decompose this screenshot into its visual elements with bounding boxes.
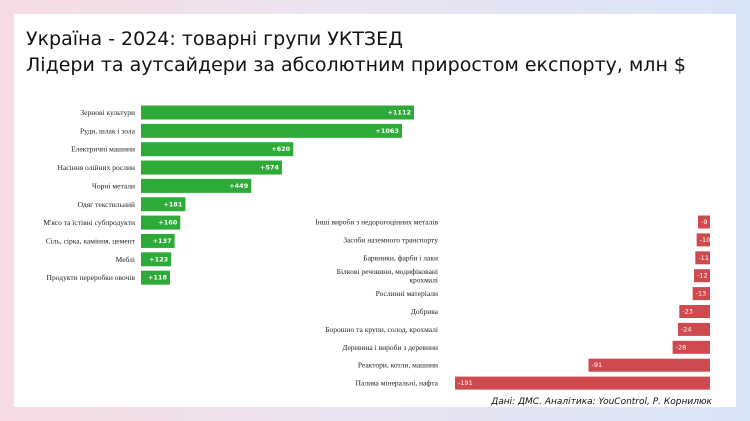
negative-value-label: -191 [458,379,473,387]
positive-value-label: +160 [158,219,177,227]
positive-bar [141,142,294,157]
positive-value-label: +118 [148,274,167,282]
negative-value-label: -11 [698,254,709,262]
source-note: Дані: ДМС. Аналітика: YouControl, Р. Кор… [491,397,712,407]
chart-card [14,14,736,407]
negative-bar [692,287,710,301]
negative-category-label: Добрива [411,307,439,316]
positive-bar [141,233,175,248]
negative-value-label: -9 [701,218,707,226]
negative-category-label: Білкові речовини, модифіковані крохмалі [337,267,438,285]
title-line-2: Лідери та аутсайдери за абсолютним приро… [26,54,686,76]
negative-bar [672,340,710,354]
positive-value-label: +620 [271,145,290,153]
negative-category-label: Засоби наземного транспорту [343,235,438,244]
positive-category-label: Електричні машини [71,145,135,154]
negative-bar [693,269,710,283]
negative-value-label: -12 [697,272,708,280]
positive-category-label: М'ясо та їстівні субпродукти [43,218,135,227]
positive-bar [141,123,402,138]
negative-bar [695,251,710,265]
negative-bar [696,233,710,247]
negative-category-label: Палива мінеральні, нафта [356,379,439,388]
negative-bar [697,215,710,229]
negative-category-label: Борошно та крупи, солод, крохмалі [325,325,438,334]
negative-bar [455,376,710,390]
negative-category-label: Деревина і вироби з деревини [342,343,438,352]
negative-bar [588,358,710,372]
negative-category-label: Барвники, фарби і лаки [363,253,438,262]
positive-value-label: +181 [163,200,182,208]
positive-category-label: Руди, шлак і зола [80,126,136,135]
positive-value-label: +574 [260,164,279,172]
negative-category-label: Рослинні матеріали [376,289,438,298]
negative-value-label: -91 [592,361,603,369]
positive-bar [141,197,186,212]
positive-value-label: +1112 [387,109,411,117]
negative-bar [677,322,710,336]
positive-category-label: Зернові культури [80,108,135,117]
positive-category-label: Насіння олійних рослин [58,163,135,172]
negative-value-label: -13 [696,290,707,298]
positive-bar [141,178,252,193]
positive-category-label: Продукти переробки овочів [47,273,136,282]
positive-category-label: Чорні метали [92,181,135,190]
positive-category-label: Сіль, сірка, каміння, цемент [46,236,136,245]
positive-value-label: +449 [229,182,248,190]
negative-category-label: Реактори, котли, машини [358,361,438,370]
positive-bar [141,270,170,285]
title-line-1: Україна - 2024: товарні групи УКТЗЕД [26,28,403,50]
negative-value-label: -24 [681,325,692,333]
negative-value-label: -28 [676,343,687,351]
positive-value-label: +123 [149,255,168,263]
positive-bar [141,160,282,175]
negative-bar [679,305,710,318]
positive-bar [141,105,414,120]
positive-value-label: +137 [153,237,172,245]
positive-category-label: Одяг текстильний [78,200,135,209]
negative-category-label: Інші вироби з недорогоцінних металів [315,218,438,227]
positive-bar [141,215,181,230]
positive-category-label: Меблі [116,255,135,264]
chart-title: Україна - 2024: товарні групи УКТЗЕД Лід… [26,26,686,78]
positive-value-label: +1063 [375,127,399,135]
positive-bar [141,252,172,267]
negative-value-label: -23 [682,308,693,316]
negative-value-label: -10 [700,236,711,244]
